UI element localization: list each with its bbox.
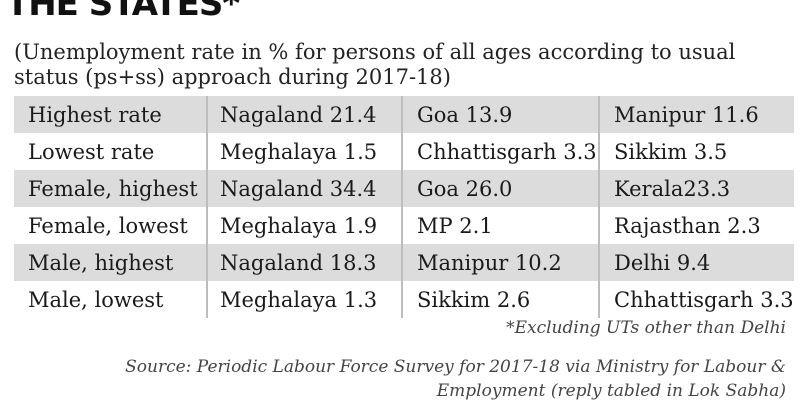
table-cell: Meghalaya 1.5 [206, 133, 401, 170]
table-cell: Sikkim 2.6 [401, 281, 598, 318]
table-cell: Kerala23.3 [598, 170, 794, 207]
row-label: Male, highest [28, 250, 174, 275]
table-cell: Delhi 9.4 [598, 244, 794, 281]
table-cell: Chhattisgarh 3.3 [401, 133, 598, 170]
table-cell: Meghalaya 1.3 [206, 281, 401, 318]
table-row: Highest rate Nagaland 21.4 Goa 13.9 Mani… [14, 96, 794, 133]
footnote: *Excluding UTs other than Delhi [506, 318, 786, 338]
table-row: Female, highest Nagaland 34.4 Goa 26.0 K… [14, 170, 794, 207]
table-cell: Meghalaya 1.9 [206, 207, 401, 244]
table-cell: Rajasthan 2.3 [598, 207, 794, 244]
table-cell: MP 2.1 [401, 207, 598, 244]
table-cell: Goa 26.0 [401, 170, 598, 207]
table-cell: Sikkim 3.5 [598, 133, 794, 170]
table-row: Male, highest Nagaland 18.3 Manipur 10.2… [14, 244, 794, 281]
table-cell: Goa 13.9 [401, 96, 598, 133]
source-note: Source: Periodic Labour Force Survey for… [125, 357, 786, 400]
unemployment-table: Highest rate Nagaland 21.4 Goa 13.9 Mani… [14, 96, 794, 318]
table-cell: Manipur 10.2 [401, 244, 598, 281]
table-cell: Nagaland 34.4 [206, 170, 401, 207]
table-cell: Nagaland 18.3 [206, 244, 401, 281]
page-title: THE STATES* [6, 0, 240, 24]
table-cell: Manipur 11.6 [598, 96, 794, 133]
table-row: Male, lowest Meghalaya 1.3 Sikkim 2.6 Ch… [14, 281, 794, 318]
table-cell: Nagaland 21.4 [206, 96, 401, 133]
table-row: Female, lowest Meghalaya 1.9 MP 2.1 Raja… [14, 207, 794, 244]
row-label: Female, highest [28, 176, 198, 201]
table-cell: Chhattisgarh 3.3 [598, 281, 794, 318]
row-label: Lowest rate [28, 139, 155, 164]
row-label: Male, lowest [28, 287, 164, 312]
table-row: Lowest rate Meghalaya 1.5 Chhattisgarh 3… [14, 133, 794, 170]
table-subtitle: (Unemployment rate in % for persons of a… [14, 40, 736, 89]
row-label: Female, lowest [28, 213, 188, 238]
row-label: Highest rate [28, 102, 162, 127]
